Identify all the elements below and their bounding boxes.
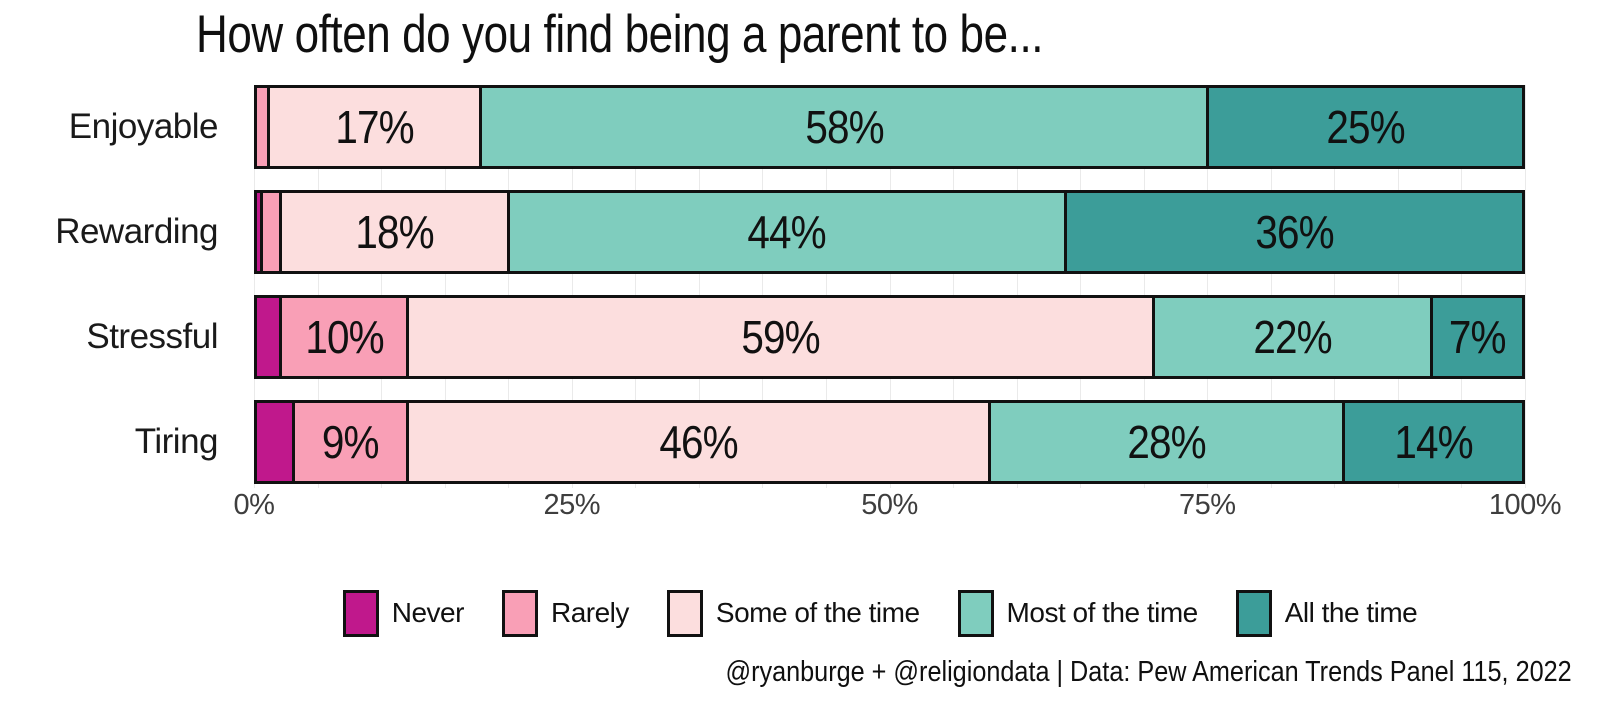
chart-caption: @ryanburge + @religiondata | Data: Pew A…	[725, 656, 1572, 688]
gridline	[762, 85, 764, 488]
bar-segment-label: 22%	[1253, 311, 1333, 363]
legend-swatch	[501, 589, 538, 637]
legend-swatch	[666, 589, 703, 637]
bars: 17% 58% 25% 18% 44% 36% 10% 59% 22% 7% 9% 46% 28% 14%	[254, 85, 1525, 484]
gridline	[1270, 85, 1272, 488]
legend-label: Some of the time	[715, 597, 920, 628]
gridline	[1461, 85, 1463, 488]
bar-segment-label: 14%	[1394, 416, 1473, 468]
legend-item: Some of the time	[666, 589, 920, 637]
legend-swatch	[342, 589, 379, 637]
legend-label: All the time	[1284, 597, 1418, 628]
bar-segment: 7%	[1433, 298, 1522, 376]
category-label: Stressful	[86, 317, 218, 356]
bar-segment: 18%	[282, 193, 510, 271]
gridline	[1334, 85, 1336, 488]
gridline	[444, 85, 446, 488]
legend-swatch	[957, 589, 994, 637]
gridline	[508, 85, 510, 488]
gridlines	[254, 85, 1526, 488]
bar-segment-label: 59%	[741, 311, 820, 363]
bar-segment: 25%	[1208, 88, 1522, 166]
legend-label: Most of the time	[1006, 597, 1199, 628]
plot-area: 17% 58% 25% 18% 44% 36% 10% 59% 22% 7% 9% 46% 28% 14%	[254, 85, 1526, 488]
bar-segment: 17%	[269, 88, 483, 166]
bar-segment	[257, 193, 264, 271]
x-tick-label: 75%	[1178, 489, 1236, 521]
bar-segment-label: 28%	[1127, 416, 1206, 468]
bar-segment: 14%	[1344, 403, 1522, 481]
bar-segment: 46%	[408, 403, 991, 481]
x-axis-labels: 0% 25% 50% 75% 100%	[234, 489, 1562, 523]
bar-segment: 10%	[282, 298, 409, 376]
bar-row: 9% 46% 28% 14%	[254, 400, 1525, 484]
bar-segment: 59%	[408, 298, 1156, 376]
bar-segment: 22%	[1155, 298, 1434, 376]
gridline	[317, 85, 319, 488]
gridline	[1143, 85, 1145, 488]
x-tick-label: 100%	[1488, 489, 1562, 521]
gridline	[953, 85, 955, 488]
bar-segment-label: 44%	[747, 206, 827, 258]
bar-segment-label: 17%	[335, 101, 414, 153]
gridline	[381, 85, 383, 488]
legend-label: Never	[391, 597, 465, 628]
category-label: Enjoyable	[68, 107, 219, 146]
gridline	[1525, 85, 1526, 488]
gridline	[1207, 85, 1209, 488]
bar-segment	[257, 88, 270, 166]
bar-row: 18% 44% 36%	[254, 190, 1525, 274]
bar-segment-label: 36%	[1255, 206, 1334, 258]
bar-segment: 44%	[509, 193, 1067, 271]
bar-segment-label: 10%	[304, 311, 384, 363]
gridline	[889, 85, 891, 488]
bar-segment: 9%	[294, 403, 409, 481]
bar-segment-label: 46%	[659, 416, 738, 468]
legend-label: Rarely	[550, 597, 629, 628]
x-tick-label: 25%	[543, 489, 601, 521]
legend: Never Rarely Some of the time Most of the t…	[160, 588, 1600, 638]
gridline	[1397, 85, 1399, 488]
legend-item: Rarely	[501, 589, 629, 637]
legend-item: Most of the time	[957, 589, 1199, 637]
gridline	[254, 85, 255, 488]
legend-item: All the time	[1235, 589, 1418, 637]
bar-segment-label: 18%	[355, 206, 434, 258]
bar-row: 17% 58% 25%	[254, 85, 1525, 169]
bar-segment	[257, 298, 283, 376]
gridline	[1080, 85, 1082, 488]
gridline	[698, 85, 700, 488]
gridline	[1016, 85, 1018, 488]
x-tick-label: 0%	[233, 489, 275, 521]
gridline	[635, 85, 637, 488]
bar-segment	[257, 403, 295, 481]
bar-segment	[263, 193, 283, 271]
bar-segment-label: 9%	[321, 416, 380, 468]
category-label: Tiring	[134, 422, 219, 461]
bar-segment-label: 7%	[1449, 311, 1507, 363]
bar-segment-label: 25%	[1326, 101, 1405, 153]
gridline	[825, 85, 827, 488]
gridline	[571, 85, 573, 488]
y-axis-labels: Enjoyable Rewarding Stressful Tiring	[0, 85, 218, 484]
bar-segment: 28%	[990, 403, 1345, 481]
bar-segment: 58%	[482, 88, 1209, 166]
bar-segment-label: 58%	[804, 101, 884, 153]
chart-title: How often do you find being a parent to …	[196, 5, 1044, 64]
bar-segment: 36%	[1066, 193, 1522, 271]
legend-swatch	[1235, 589, 1272, 637]
x-tick-label: 50%	[861, 489, 918, 521]
legend-item: Never	[342, 589, 465, 637]
bar-row: 10% 59% 22% 7%	[254, 295, 1525, 379]
category-label: Rewarding	[55, 212, 218, 251]
